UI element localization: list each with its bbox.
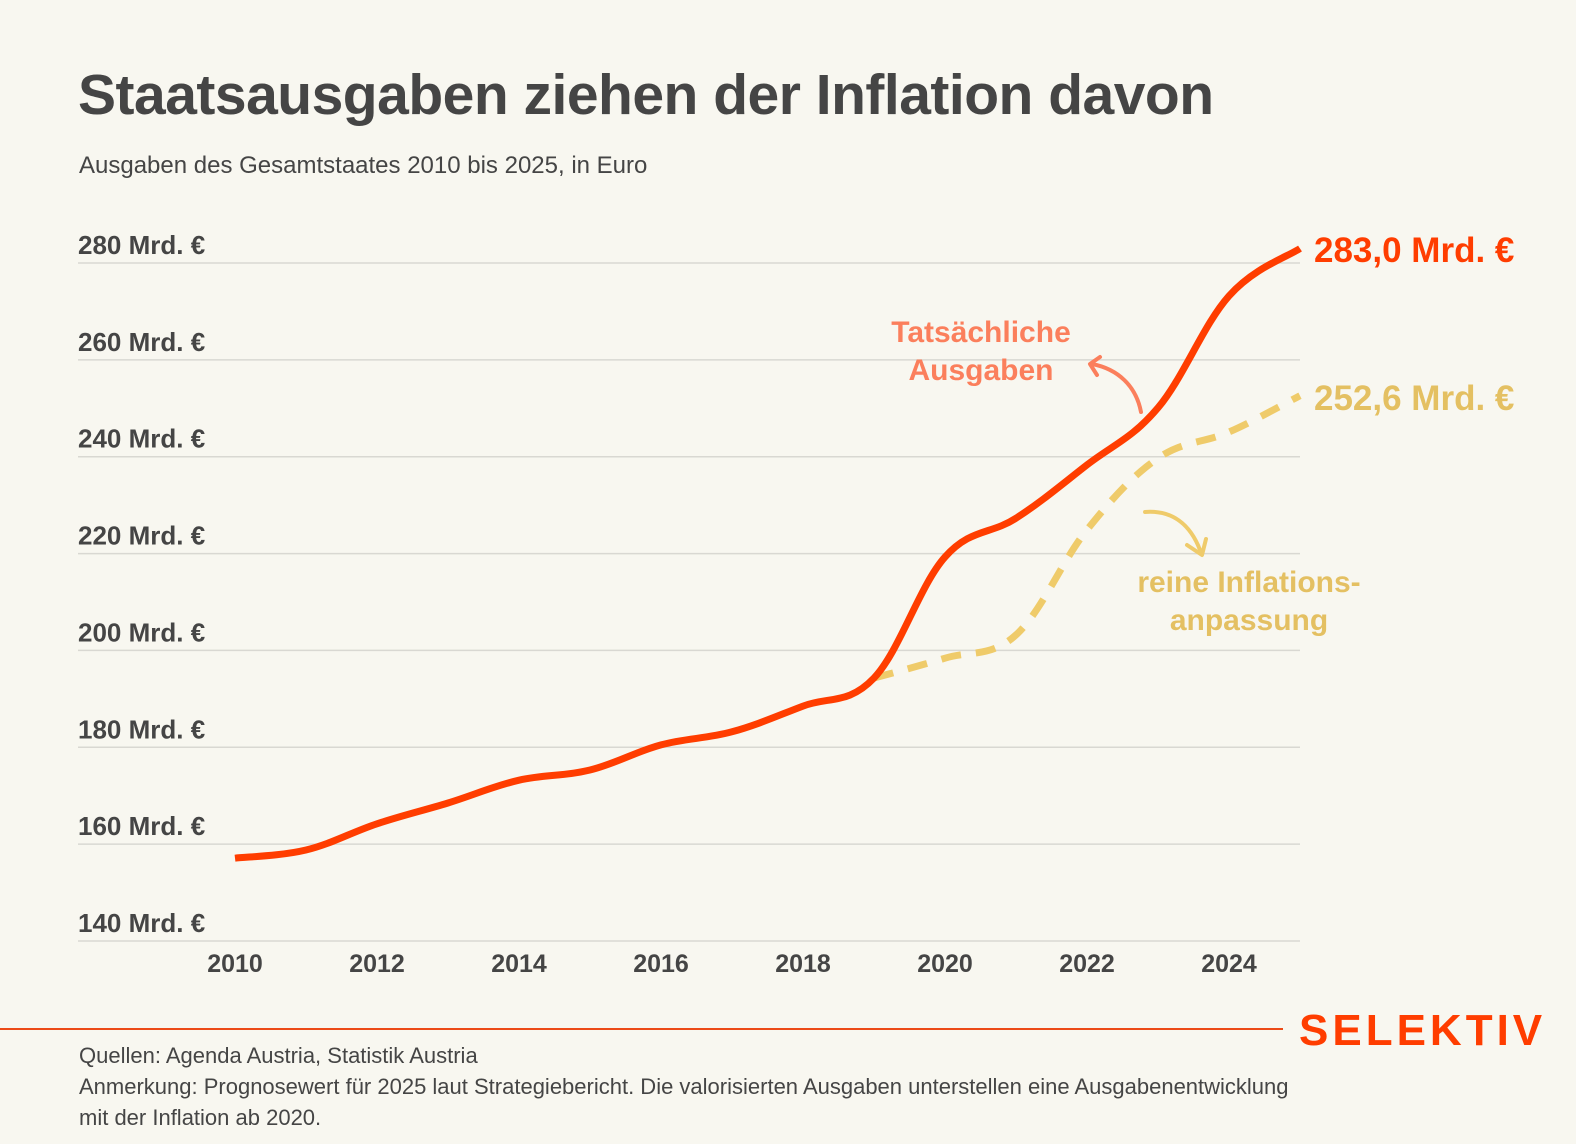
y-tick-label: 180 Mrd. € bbox=[78, 714, 205, 744]
y-tick-label: 160 Mrd. € bbox=[78, 811, 205, 841]
x-tick-label: 2010 bbox=[207, 950, 263, 978]
x-tick-label: 2022 bbox=[1059, 950, 1115, 978]
annotation-inflation: reine Inflations- anpassung bbox=[1137, 509, 1361, 637]
footer-divider bbox=[0, 1028, 1283, 1030]
footnotes: Quellen: Agenda Austria, Statistik Austr… bbox=[79, 1040, 1499, 1133]
y-tick-label: 140 Mrd. € bbox=[78, 908, 205, 938]
annotation-inflation-line2: anpassung bbox=[1170, 604, 1328, 637]
end-label-actual: 283,0 Mrd. € bbox=[1314, 231, 1514, 270]
sources-text: Quellen: Agenda Austria, Statistik Austr… bbox=[79, 1043, 478, 1068]
gridlines bbox=[78, 262, 1300, 942]
x-tick-label: 2020 bbox=[917, 950, 973, 978]
annotation-inflation-arrowhead-icon bbox=[1185, 537, 1208, 557]
note-text-line1: Anmerkung: Prognosewert für 2025 laut St… bbox=[79, 1074, 1289, 1099]
annotation-actual: Tatsächliche Ausgaben bbox=[891, 316, 1143, 414]
x-tick-label: 2014 bbox=[491, 950, 547, 978]
y-tick-label: 280 Mrd. € bbox=[78, 230, 205, 260]
brand-logo: SELEKTIV bbox=[1299, 1006, 1547, 1055]
series-line-actual bbox=[234, 245, 1302, 862]
end-label-inflation: 252,6 Mrd. € bbox=[1314, 379, 1514, 418]
annotation-inflation-line1: reine Inflations- bbox=[1137, 566, 1360, 599]
chart-subtitle: Ausgaben des Gesamtstaates 2010 bis 2025… bbox=[79, 152, 648, 179]
x-axis-labels: 2010 2012 2014 2016 2018 2020 2022 2024 bbox=[207, 950, 1257, 978]
series-line-inflation bbox=[873, 392, 1302, 682]
annotation-actual-line2: Ausgaben bbox=[908, 354, 1053, 387]
y-tick-label: 260 Mrd. € bbox=[78, 327, 205, 357]
y-axis-labels: 140 Mrd. € 160 Mrd. € 180 Mrd. € 200 Mrd. €… bbox=[78, 230, 205, 938]
annotation-actual-arrowhead-icon bbox=[1088, 355, 1102, 377]
y-tick-label: 240 Mrd. € bbox=[78, 424, 205, 454]
x-tick-label: 2012 bbox=[349, 950, 405, 978]
x-tick-label: 2024 bbox=[1201, 950, 1257, 978]
annotation-actual-arrow-icon bbox=[1090, 362, 1143, 414]
x-tick-label: 2018 bbox=[775, 950, 831, 978]
chart-title: Staatsausgaben ziehen der Inflation davo… bbox=[78, 63, 1214, 127]
series-lines bbox=[234, 245, 1302, 862]
annotation-inflation-arrow-icon bbox=[1143, 509, 1202, 552]
x-tick-label: 2016 bbox=[633, 950, 689, 978]
annotation-actual-line1: Tatsächliche bbox=[891, 316, 1071, 349]
y-tick-label: 220 Mrd. € bbox=[78, 521, 205, 551]
y-tick-label: 200 Mrd. € bbox=[78, 617, 205, 647]
note-text-line2: mit der Inflation ab 2020. bbox=[79, 1105, 322, 1130]
